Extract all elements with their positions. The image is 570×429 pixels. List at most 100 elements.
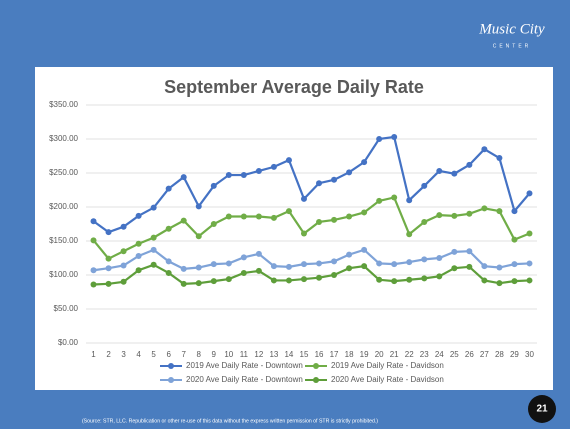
data-point: [195, 280, 202, 287]
data-point: [451, 265, 458, 272]
y-tick-label: $300.00: [49, 134, 78, 143]
data-point: [180, 174, 187, 181]
data-point: [526, 260, 533, 267]
data-point: [300, 230, 307, 237]
data-point: [376, 260, 383, 267]
legend-label: 2020 Ave Daily Rate - Downtown: [186, 375, 303, 384]
data-point: [346, 251, 353, 258]
data-point: [135, 267, 142, 274]
x-tick-label: 25: [450, 350, 459, 359]
data-point: [225, 260, 232, 267]
data-point: [406, 231, 413, 238]
data-point: [316, 180, 323, 187]
data-point: [496, 280, 503, 287]
x-tick-label: 8: [197, 350, 202, 359]
data-point: [195, 264, 202, 271]
data-point: [255, 267, 262, 274]
x-tick-label: 17: [330, 350, 339, 359]
data-point: [421, 218, 428, 225]
page-number: 21: [536, 404, 548, 415]
x-tick-label: 3: [121, 350, 126, 359]
data-point: [90, 237, 97, 244]
data-point: [376, 197, 383, 204]
logo-sub: CENTER: [493, 43, 532, 49]
data-point: [120, 278, 127, 285]
data-point: [406, 259, 413, 266]
data-point: [270, 263, 277, 270]
data-point: [270, 214, 277, 221]
data-point: [180, 265, 187, 272]
data-point: [481, 277, 488, 284]
data-point: [466, 248, 473, 255]
x-tick-label: 5: [151, 350, 156, 359]
data-point: [240, 172, 247, 179]
data-point: [331, 258, 338, 265]
x-tick-label: 26: [465, 350, 474, 359]
data-point: [436, 255, 443, 261]
data-point: [391, 133, 398, 140]
data-point: [210, 278, 217, 285]
data-point: [376, 136, 383, 142]
data-point: [105, 265, 112, 272]
data-point: [346, 169, 353, 176]
data-point: [210, 221, 217, 227]
x-tick-label: 18: [345, 350, 354, 359]
data-point: [120, 248, 127, 255]
legend-marker: [313, 363, 319, 369]
data-point: [285, 157, 292, 164]
x-tick-label: 22: [405, 350, 414, 359]
data-point: [466, 263, 473, 270]
data-point: [180, 280, 187, 287]
data-point: [210, 182, 217, 189]
data-point: [300, 276, 307, 283]
data-point: [285, 263, 292, 270]
data-point: [165, 185, 172, 192]
x-tick-label: 23: [420, 350, 429, 359]
data-point: [496, 155, 503, 162]
data-point: [240, 213, 247, 220]
data-point: [526, 277, 533, 284]
data-point: [120, 223, 127, 230]
data-point: [285, 277, 292, 284]
data-point: [240, 269, 247, 276]
data-point: [180, 217, 187, 224]
chart-area: [35, 67, 553, 390]
data-point: [90, 218, 97, 225]
data-point: [376, 276, 383, 283]
y-tick-label: $100.00: [49, 270, 78, 279]
x-tick-label: 10: [224, 350, 233, 359]
x-tick-label: 24: [435, 350, 444, 359]
data-point: [526, 230, 533, 237]
x-tick-label: 30: [525, 350, 534, 359]
x-tick-label: 9: [212, 350, 217, 359]
data-point: [255, 167, 262, 174]
x-tick-label: 4: [136, 350, 141, 359]
data-point: [361, 159, 368, 166]
data-point: [195, 233, 202, 240]
x-tick-label: 1: [91, 350, 96, 359]
data-point: [511, 208, 518, 215]
data-point: [466, 161, 473, 168]
data-point: [421, 182, 428, 189]
data-point: [225, 172, 232, 179]
data-point: [331, 216, 338, 223]
x-tick-label: 27: [480, 350, 489, 359]
legend-marker: [168, 363, 174, 369]
x-tick-label: 16: [315, 350, 324, 359]
data-point: [331, 176, 338, 183]
x-tick-label: 29: [510, 350, 519, 359]
data-point: [421, 275, 428, 282]
data-point: [406, 197, 413, 204]
x-tick-label: 20: [375, 350, 384, 359]
y-tick-label: $150.00: [49, 236, 78, 245]
data-point: [316, 260, 323, 267]
x-tick-label: 14: [284, 350, 293, 359]
data-point: [361, 263, 368, 270]
data-point: [195, 203, 202, 210]
data-point: [361, 246, 368, 253]
data-point: [406, 276, 413, 283]
x-tick-label: 6: [166, 350, 171, 359]
data-point: [466, 210, 473, 217]
legend-label: 2020 Ave Daily Rate - Davidson: [331, 375, 444, 384]
